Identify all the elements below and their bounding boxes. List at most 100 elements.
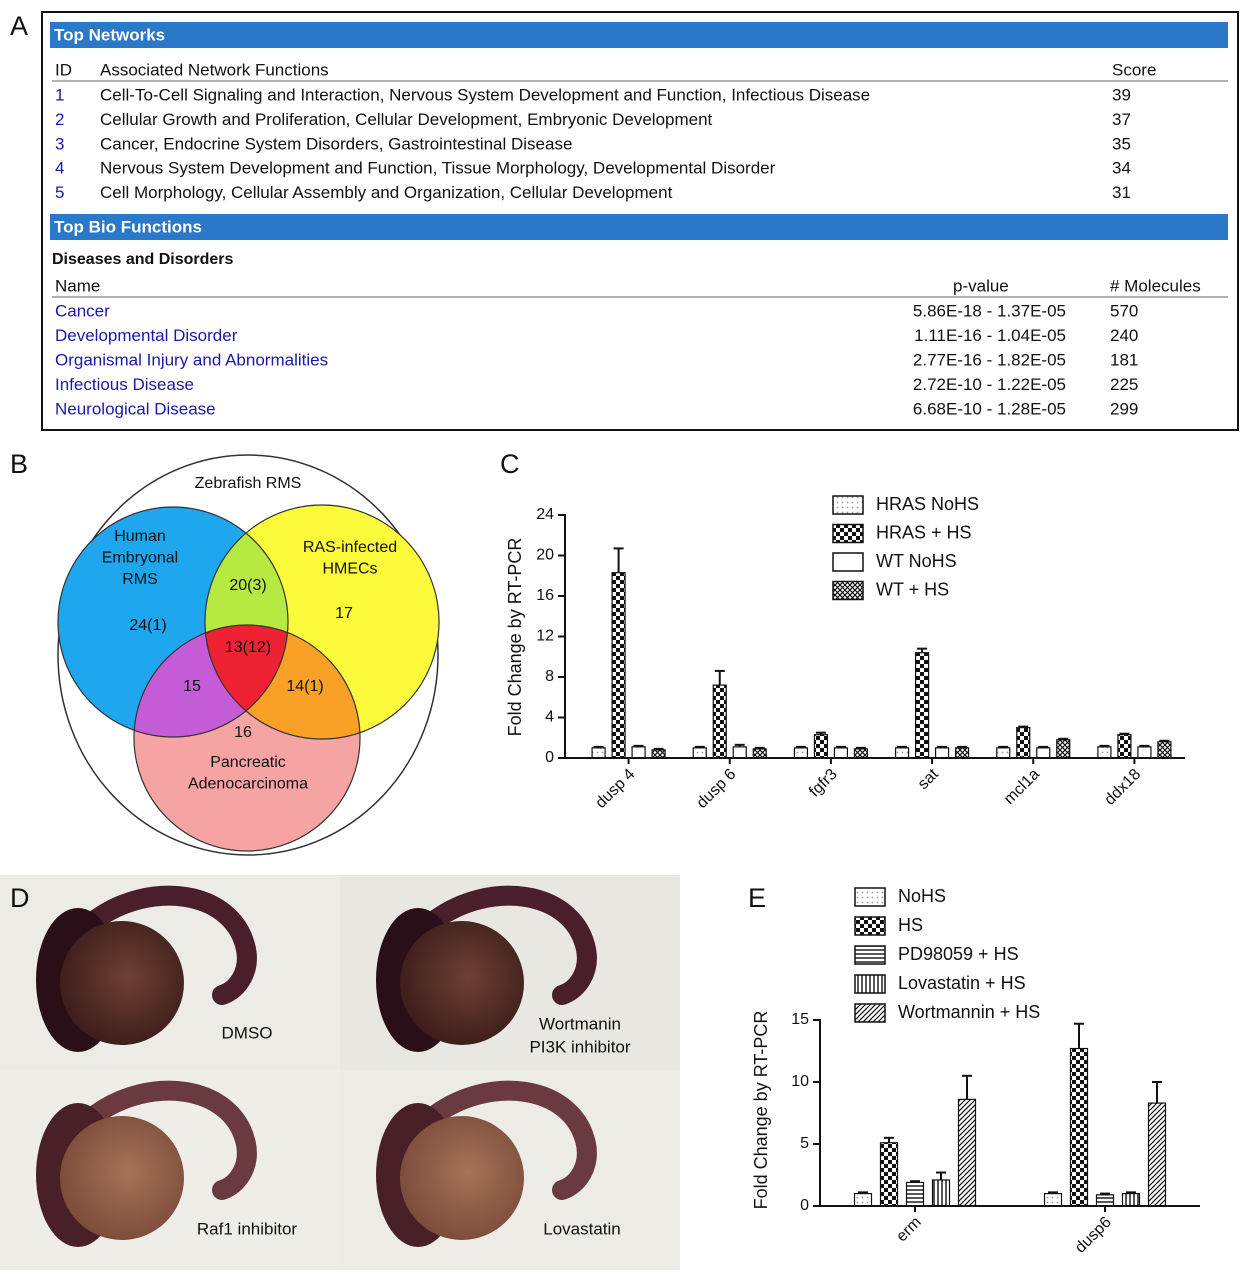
bar	[1121, 1192, 1141, 1207]
y-tick-label: 24	[536, 506, 554, 523]
image-label: DMSO	[222, 1023, 273, 1042]
y-tick-label: 0	[545, 749, 554, 766]
legend-label: NoHS	[898, 886, 946, 906]
legend-label: PD98059 + HS	[898, 944, 1019, 964]
table-cell: Cancer, Endocrine System Disorders, Gast…	[100, 134, 572, 153]
table-cell: 34	[1112, 159, 1131, 178]
column-header: # Molecules	[1110, 276, 1201, 295]
legend-swatch	[854, 887, 886, 907]
panel-label: A	[10, 11, 28, 41]
network-id: 3	[55, 134, 64, 153]
network-id: 5	[55, 183, 64, 202]
panel-label: E	[748, 883, 766, 913]
legend-swatch	[832, 523, 864, 544]
table-cell: 5.86E-18 - 1.37E-05	[913, 301, 1066, 320]
panel-a-frame	[41, 11, 1239, 431]
function-name: Neurological Disease	[55, 399, 216, 418]
image-label: Raf1 inhibitor	[197, 1219, 298, 1238]
network-id: 2	[55, 110, 64, 129]
y-tick-label: 12	[536, 628, 554, 645]
x-tick-label: fgfr3	[806, 766, 841, 801]
venn-title: Zebrafish RMS	[195, 475, 302, 492]
region-count: 13(12)	[225, 639, 271, 656]
network-id: 4	[55, 159, 64, 178]
table-cell: 31	[1112, 183, 1131, 202]
bar	[914, 652, 930, 759]
subsection-title: Diseases and Disorders	[52, 251, 234, 268]
y-tick-label: 5	[800, 1135, 809, 1152]
legend-swatch	[854, 945, 886, 965]
legend-label: HS	[898, 915, 923, 935]
image-label: Wortmanin	[539, 1014, 621, 1033]
image-label: Lovastatin	[543, 1219, 621, 1238]
legend-swatch	[854, 1003, 886, 1023]
embryo-tail	[425, 885, 597, 1005]
bar	[752, 748, 767, 759]
table-cell: Cell-To-Cell Signaling and Interaction, …	[100, 85, 870, 104]
table-cell: 299	[1110, 399, 1138, 418]
set-outline	[204, 504, 440, 740]
column-header: Score	[1112, 60, 1156, 79]
bar	[1157, 741, 1172, 759]
bar	[611, 572, 626, 759]
embryo-yolk	[60, 921, 184, 1045]
legend-label: HRAS + HS	[876, 522, 972, 542]
region-count: 24(1)	[129, 617, 166, 634]
table-cell: 39	[1112, 85, 1131, 104]
section-bar	[50, 22, 1228, 48]
bar	[905, 1181, 925, 1207]
y-tick-label: 16	[536, 587, 554, 604]
embryo-yolk	[60, 1116, 184, 1240]
bar	[833, 747, 849, 759]
bar	[732, 746, 747, 759]
x-tick-label: mcl1a	[1001, 766, 1043, 808]
bar	[651, 749, 666, 759]
legend-label: HRAS NoHS	[876, 494, 979, 514]
table-cell: 225	[1110, 375, 1138, 394]
table-cell: 181	[1110, 350, 1138, 369]
table-cell: Nervous System Development and Function,…	[100, 159, 776, 178]
function-name: Organismal Injury and Abnormalities	[55, 350, 328, 369]
bar	[1095, 1194, 1115, 1207]
table-cell: 37	[1112, 110, 1131, 129]
embryo-yolk	[400, 921, 524, 1045]
y-tick-label: 8	[545, 668, 554, 685]
y-tick-label: 0	[800, 1197, 809, 1214]
x-tick-label: sat	[915, 765, 943, 793]
section-title: Top Bio Functions	[54, 217, 202, 236]
y-tick-label: 10	[791, 1073, 809, 1090]
bar	[1056, 739, 1071, 759]
panel-label: B	[10, 449, 28, 479]
region-count: 14(1)	[286, 678, 323, 695]
bar	[1117, 734, 1132, 759]
bar	[712, 684, 727, 759]
bar	[1137, 746, 1152, 759]
legend-label: Lovastatin + HS	[898, 973, 1026, 993]
x-tick-label: erm	[893, 1214, 925, 1246]
legend-label: WT + HS	[876, 579, 949, 599]
table-cell: 2.77E-16 - 1.82E-05	[913, 350, 1066, 369]
table-cell: 6.68E-10 - 1.28E-05	[913, 399, 1066, 418]
x-tick-label: dusp 6	[694, 766, 740, 812]
panel-label: D	[10, 883, 30, 913]
set-label: HMECs	[322, 561, 377, 578]
embryo	[376, 885, 597, 1052]
bar	[1097, 746, 1112, 759]
section-title: Top Networks	[54, 25, 165, 44]
table-cell: 35	[1112, 134, 1131, 153]
region-count: 15	[183, 678, 201, 695]
x-tick-label: dusp6	[1072, 1214, 1115, 1257]
table-cell: Cell Morphology, Cellular Assembly and O…	[100, 183, 673, 202]
table-cell: Cellular Growth and Proliferation, Cellu…	[100, 110, 713, 129]
embryo-yolk	[400, 1116, 524, 1240]
bar	[954, 747, 970, 759]
region-count: 16	[234, 724, 252, 741]
y-tick-label: 20	[536, 547, 554, 564]
set-label: Pancreatic	[210, 754, 286, 771]
set-outline	[133, 624, 361, 852]
y-axis-label: Fold Change by RT-PCR	[751, 1011, 771, 1210]
set-label: Human	[114, 528, 166, 545]
set-label: Adenocarcinoma	[188, 776, 308, 793]
region-count: 17	[335, 605, 353, 622]
